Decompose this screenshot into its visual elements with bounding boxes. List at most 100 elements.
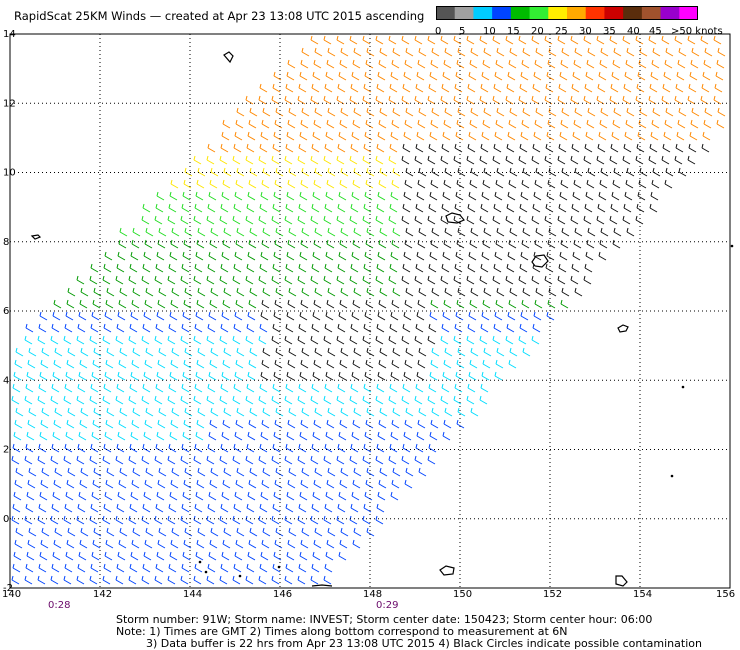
wind-barb <box>687 155 696 165</box>
wind-barb <box>41 347 50 357</box>
wind-barb <box>14 359 23 369</box>
wind-barb <box>310 515 319 525</box>
wind-barb <box>170 299 179 309</box>
wind-barb <box>284 215 293 225</box>
wind-barb <box>248 299 257 309</box>
wind-barb <box>600 227 609 237</box>
wind-barb <box>611 191 620 201</box>
wind-barb <box>533 71 542 81</box>
wind-barb <box>117 311 126 321</box>
wind-barb <box>364 311 373 321</box>
wind-barb <box>272 443 281 453</box>
wind-barb <box>183 359 192 369</box>
wind-barb <box>89 575 98 585</box>
wind-barb <box>116 503 125 513</box>
wind-barb <box>207 383 216 393</box>
wind-barb <box>352 299 361 309</box>
wind-barb <box>54 407 63 417</box>
wind-barb <box>391 59 400 69</box>
wind-barb <box>132 287 141 297</box>
wind-barb <box>314 287 323 297</box>
wind-barb <box>648 35 657 45</box>
wind-barb <box>441 323 450 333</box>
wind-barb <box>183 299 192 309</box>
wind-barb <box>388 335 397 345</box>
wind-barb <box>483 47 492 57</box>
wind-barb <box>103 383 112 393</box>
wind-barb <box>403 251 412 261</box>
wind-barb <box>106 287 115 297</box>
wind-barb <box>271 395 280 405</box>
wind-barb <box>351 251 360 261</box>
wind-barb <box>143 251 152 261</box>
wind-barb <box>375 215 384 225</box>
wind-barb <box>442 131 451 141</box>
wind-barb <box>505 335 514 345</box>
wind-barb <box>273 551 282 561</box>
wind-barb <box>144 239 153 249</box>
wind-barb <box>260 371 269 381</box>
wind-barb <box>259 203 268 213</box>
wind-barb <box>232 575 241 585</box>
wind-barb <box>495 299 504 309</box>
wind-barb <box>261 239 270 249</box>
wind-barb <box>232 155 241 165</box>
wind-barb <box>585 191 594 201</box>
wind-barb <box>392 467 401 477</box>
wind-barb <box>77 563 86 573</box>
wind-barb <box>375 95 384 105</box>
wind-barb <box>560 179 569 189</box>
wind-barb <box>314 467 323 477</box>
wind-barb <box>119 467 128 477</box>
wind-barb <box>714 83 723 93</box>
wind-barb <box>584 143 593 153</box>
wind-barb <box>336 155 345 165</box>
wind-barb <box>105 419 114 429</box>
wind-barb <box>535 107 544 117</box>
wind-barb <box>206 335 215 345</box>
wind-barb <box>38 563 47 573</box>
wind-barb <box>637 71 646 81</box>
wind-barb <box>570 215 579 225</box>
wind-barb <box>391 239 400 249</box>
wind-barb <box>443 359 452 369</box>
wind-barb <box>208 371 217 381</box>
wind-barb <box>325 191 334 201</box>
wind-barb <box>12 503 21 513</box>
wind-barb <box>609 35 618 45</box>
wind-barb <box>182 431 191 441</box>
wind-barb <box>479 335 488 345</box>
wind-barb <box>181 383 190 393</box>
wind-barb <box>298 143 307 153</box>
wind-barb <box>336 455 345 465</box>
wind-barb <box>103 263 112 273</box>
wind-barb <box>183 419 192 429</box>
wind-barb <box>297 515 306 525</box>
wind-barb <box>609 215 618 225</box>
wind-barb <box>534 119 543 129</box>
wind-barb <box>66 359 75 369</box>
wind-barb <box>271 575 280 585</box>
wind-barb <box>207 143 216 153</box>
wind-barb <box>287 179 296 189</box>
wind-barb <box>118 299 127 309</box>
wind-barb <box>496 107 505 117</box>
wind-barb <box>260 551 269 561</box>
wind-barb <box>532 83 541 93</box>
wind-barb <box>364 251 373 261</box>
wind-barb <box>65 491 74 501</box>
wind-barb <box>89 275 98 285</box>
wind-barb <box>479 35 488 45</box>
wind-barb <box>312 551 321 561</box>
wind-barb <box>613 227 622 237</box>
wind-barb <box>362 35 371 45</box>
longitude-label: 150 <box>453 589 472 600</box>
colorbar-swatch <box>567 6 587 20</box>
wind-barb <box>586 239 595 249</box>
wind-barb <box>91 551 100 561</box>
wind-barb <box>221 371 230 381</box>
wind-barb <box>388 455 397 465</box>
wind-barb <box>639 107 648 117</box>
wind-barb <box>180 455 189 465</box>
